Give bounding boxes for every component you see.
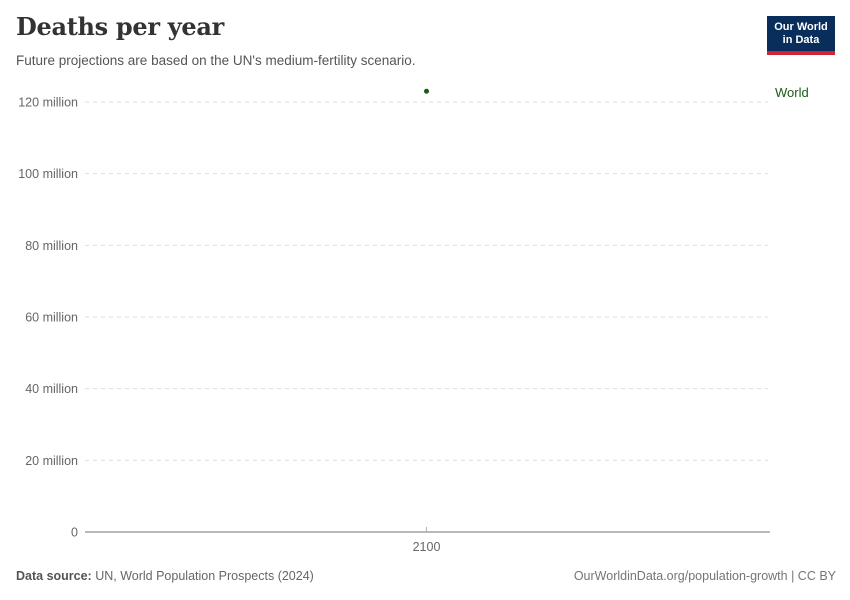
y-tick-label: 20 million: [25, 454, 78, 468]
y-tick-label: 0: [71, 526, 78, 540]
data-source-text: UN, World Population Prospects (2024): [91, 569, 314, 583]
series-label-world[interactable]: World: [775, 85, 809, 100]
page-subtitle: Future projections are based on the UN's…: [16, 53, 416, 68]
owid-logo-line1: Our World: [774, 20, 828, 33]
y-tick-label: 100 million: [18, 167, 78, 181]
y-tick-label: 120 million: [18, 96, 78, 110]
x-tick-label: 2100: [413, 540, 441, 554]
data-source-note: Data source: UN, World Population Prospe…: [16, 569, 314, 583]
y-tick-label: 40 million: [25, 382, 78, 396]
y-tick-label: 80 million: [25, 239, 78, 253]
owid-logo-line2: in Data: [782, 33, 820, 46]
page-title: Deaths per year: [16, 12, 224, 41]
owid-logo[interactable]: Our World in Data: [767, 16, 835, 55]
data-point-world[interactable]: [424, 88, 429, 94]
y-tick-label: 60 million: [25, 311, 78, 325]
data-source-label: Data source:: [16, 569, 92, 583]
footer-citation-link[interactable]: OurWorldinData.org/population-growth | C…: [573, 569, 836, 583]
